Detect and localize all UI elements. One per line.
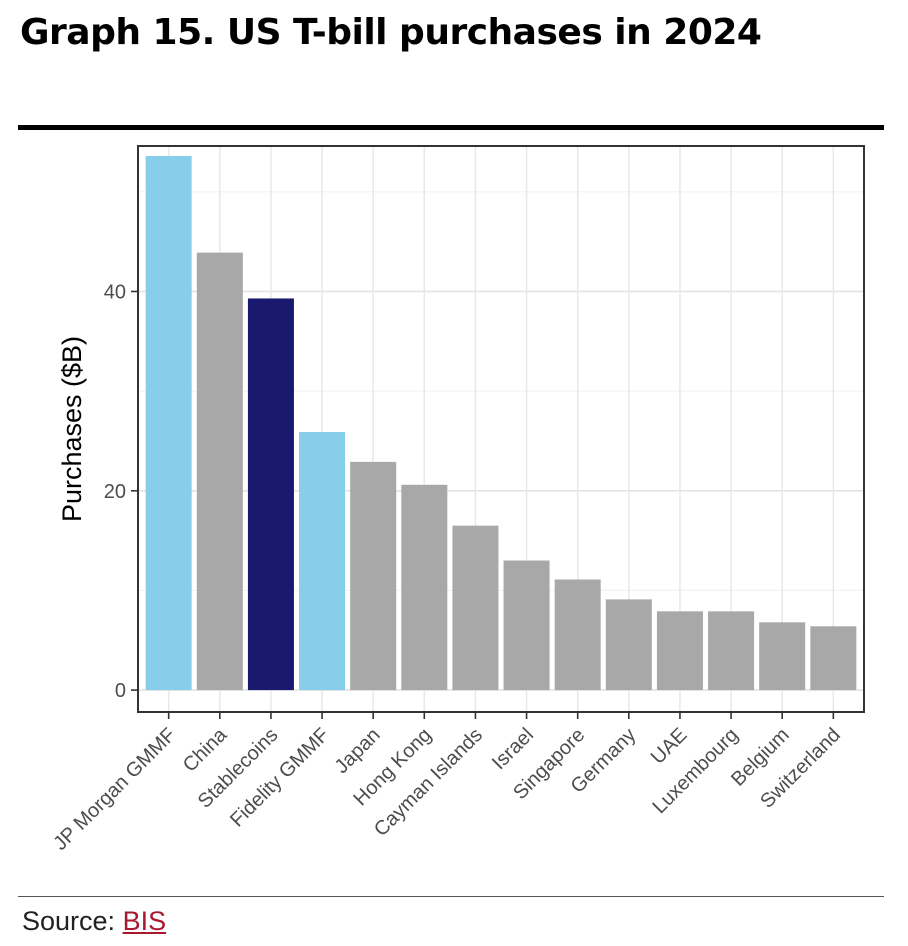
title-rule (18, 125, 884, 130)
y-tick-label: 0 (115, 680, 126, 702)
source-link[interactable]: BIS (122, 906, 167, 936)
y-tick-label: 40 (104, 281, 126, 303)
bar-fidelity-gmmf (299, 431, 346, 691)
plot-panel (138, 146, 864, 712)
grid-layer (138, 146, 864, 712)
bar-israel (503, 560, 550, 691)
x-tick-label: JP Morgan GMMF (49, 724, 180, 855)
bar-japan (350, 461, 397, 691)
chart-title: Graph 15. US T-bill purchases in 2024 (20, 12, 762, 53)
bar-stablecoins (247, 298, 294, 691)
bar-singapore (554, 579, 601, 691)
panel-border (137, 145, 865, 713)
bar-cayman-islands (452, 525, 499, 691)
x-tick-label: UAE (647, 724, 692, 769)
source-line: Source: BIS (22, 906, 166, 937)
y-axis-label: Purchases ($B) (57, 336, 87, 522)
bar-luxembourg (708, 611, 755, 691)
source-label: Source: (22, 906, 116, 936)
bar-switzerland (810, 626, 857, 691)
bar-hong-kong (401, 484, 448, 691)
bar-china (196, 252, 243, 691)
bar-layer (145, 155, 857, 691)
y-tick-label: 20 (104, 481, 126, 503)
bar-germany (605, 599, 652, 691)
bar-jp-morgan-gmmf (145, 155, 192, 691)
bar-uae (656, 611, 703, 691)
bar-belgium (759, 622, 806, 691)
footer-rule (18, 896, 884, 897)
